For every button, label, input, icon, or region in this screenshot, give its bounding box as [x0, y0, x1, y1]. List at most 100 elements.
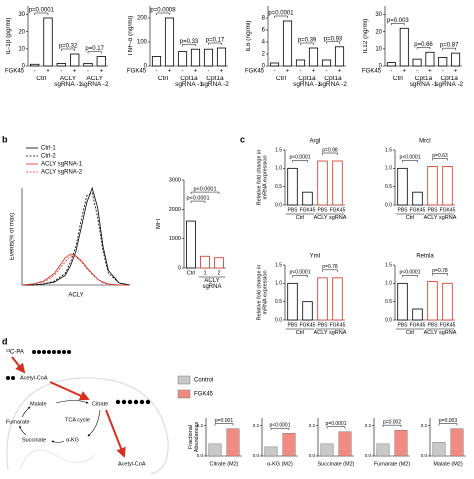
y-axis-label: MFI — [156, 218, 162, 230]
p-value: p=0.78 — [322, 264, 338, 270]
bracket — [432, 273, 448, 276]
x-tick-label: + — [100, 69, 104, 75]
x-tick-label: α-KG (M2) — [267, 461, 293, 467]
group-label: ACLY sgRNA -1 — [54, 76, 82, 88]
x-tick-label: - — [390, 69, 392, 75]
chart-title: ArgI — [309, 139, 320, 145]
p-value: p=0.98 — [322, 147, 338, 153]
bracket — [391, 23, 405, 26]
bracket — [270, 427, 290, 431]
bracket — [208, 42, 222, 45]
legend-swatch — [177, 389, 191, 399]
p-value: p=0.63 — [432, 153, 448, 159]
x-tick-label: - — [34, 69, 36, 75]
y-tick-label: 6 — [262, 28, 266, 34]
y-tick-label: 0.0 — [421, 453, 428, 458]
y-axis-label: IL6 (ng/ml) — [246, 20, 252, 52]
y-axis-label: IL12 (ng/ml) — [363, 18, 369, 54]
bar — [282, 20, 293, 67]
y-tick-label: 0.0 — [275, 317, 282, 323]
bar — [70, 53, 80, 67]
panel-label: c — [240, 134, 245, 144]
bar — [96, 56, 106, 67]
group-label-box: ACLY sgRNA — [202, 278, 222, 290]
bracket — [190, 200, 206, 204]
group-label: ACLY sgRNA — [202, 278, 222, 290]
x-tick-label: + — [454, 69, 458, 75]
bar — [442, 166, 453, 206]
x-tick-label: + — [46, 69, 50, 75]
x-tick-label: - — [60, 69, 62, 75]
y-axis-label-box: IL12 (ng/ml) — [363, 18, 369, 54]
bar — [226, 428, 240, 457]
group-label-box: Ctrl — [393, 76, 403, 82]
node-label: Succinate — [22, 437, 46, 443]
bar — [427, 281, 438, 321]
y-tick-label: 0.2 — [309, 423, 316, 428]
bar — [317, 160, 328, 206]
p-value: p<0.0001 — [270, 423, 291, 429]
y-tick-label: 0.2 — [365, 423, 372, 428]
chart-title: Retnla — [416, 254, 434, 260]
x-tick-label: - — [416, 69, 418, 75]
group-label-box: Ctrl — [405, 330, 415, 336]
y-tick-label: 0.0 — [365, 453, 372, 458]
p-value: p=0.32 — [59, 44, 78, 50]
p-value: p<0.0001 — [290, 270, 311, 276]
group-label: Ctrl — [405, 215, 415, 221]
group-label: Cpt1a sgRNA -2 — [201, 76, 229, 88]
x-tick-label: + — [194, 69, 198, 75]
panel-label: b — [2, 134, 8, 144]
y-tick-label: 0.0 — [253, 453, 260, 458]
y-tick-label: 0.5 — [275, 184, 282, 190]
x-tick-label: + — [220, 69, 224, 75]
bar — [43, 17, 53, 67]
group-label-box: Cpt1a sgRNA -2 — [201, 76, 229, 88]
bar — [287, 167, 298, 206]
bar — [317, 277, 328, 321]
bracket — [292, 160, 308, 163]
bracket — [322, 152, 338, 155]
group-label-box: Cpt1a sgRNA -1 — [175, 76, 203, 88]
x-tick-label: - — [182, 69, 184, 75]
bar — [200, 255, 210, 269]
row-label: FGK45 — [127, 69, 147, 75]
y-tick-label: 10 — [18, 46, 25, 52]
y-tick-label: 0.2 — [197, 423, 204, 428]
bar — [425, 51, 435, 67]
bar — [203, 48, 214, 67]
group-label: ACLY sgRNA — [313, 215, 347, 221]
x-tick-label: PBS — [397, 207, 408, 213]
y-axis-label-box: IL6 (ng/ml) — [246, 20, 252, 52]
y-tick-label: 0.0 — [385, 317, 392, 323]
tracer-label: ¹³C-PA — [6, 350, 24, 356]
bracket — [326, 426, 346, 429]
bar — [332, 160, 343, 206]
legend-label: Ctrl-2 — [41, 154, 56, 160]
p-value: p<0.0001 — [400, 155, 421, 161]
y-axis-label: Relative fold change in mRNA expression — [256, 264, 269, 321]
bar — [287, 282, 298, 321]
p-value: p=0.93 — [324, 36, 343, 42]
group-label-box: ACLY sgRNA -2 — [81, 76, 109, 88]
x-tick-label: PBS — [287, 207, 298, 213]
bar — [386, 62, 396, 67]
y-tick-label: 1.5 — [275, 262, 282, 268]
bar — [332, 277, 343, 321]
bracket — [214, 423, 234, 426]
chart-title: YmI — [310, 254, 321, 260]
group-label: Ctrl — [275, 76, 287, 82]
y-tick-label: 0.0 — [309, 453, 316, 458]
y-tick-label: 0.0 — [197, 453, 204, 458]
group-label: ACLY sgRNA — [423, 215, 457, 221]
y-tick-label: 1.0 — [385, 281, 392, 287]
cycle-arrow — [51, 440, 65, 443]
group-label: Ctrl — [36, 76, 47, 82]
series-line — [22, 192, 131, 286]
x-tick-label: FGK45 — [300, 322, 316, 328]
bracket — [432, 158, 448, 161]
group-label-box: Ctrl — [296, 330, 305, 336]
p-value: p=0.87 — [440, 43, 459, 49]
group-label: Ctrl — [405, 330, 415, 336]
